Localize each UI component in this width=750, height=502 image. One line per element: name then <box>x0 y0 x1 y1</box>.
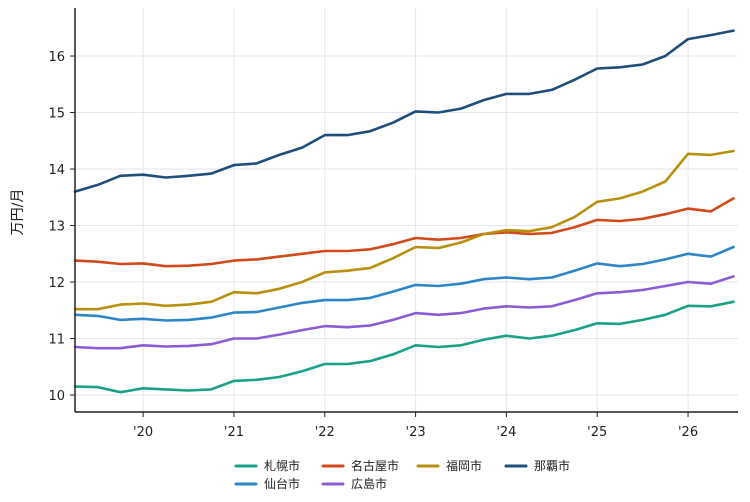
y-tick-label-4: 14 <box>48 163 65 178</box>
legend-label-5: 広島市 <box>351 476 387 491</box>
legend-label-0: 札幌市 <box>264 458 300 473</box>
grid <box>75 8 738 412</box>
y-tick-label-5: 15 <box>48 107 65 122</box>
series-line-2 <box>73 197 735 268</box>
x-tick-label-3: '23 <box>406 425 426 440</box>
x-tick-label-4: '24 <box>496 425 516 440</box>
x-axis-ticks: '20 '21 '22 '23 '24 '25 '26 <box>133 412 698 440</box>
x-tick-label-1: '21 <box>224 425 244 440</box>
x-tick-label-0: '20 <box>133 425 153 440</box>
y-axis-ticks: 10 11 12 13 14 15 16 <box>48 50 75 404</box>
y-tick-label-1: 11 <box>48 333 65 348</box>
series-line-5 <box>73 29 735 193</box>
series-line-1 <box>73 245 735 322</box>
series-line-4 <box>73 149 735 311</box>
legend-label-1: 名古屋市 <box>351 458 399 473</box>
x-tick-label-6: '26 <box>678 425 698 440</box>
legend-label-3: 那覇市 <box>534 458 570 473</box>
series-lines <box>73 29 735 394</box>
y-tick-label-2: 12 <box>48 276 65 291</box>
x-tick-label-2: '22 <box>315 425 335 440</box>
series-line-0 <box>73 300 735 394</box>
legend-label-4: 仙台市 <box>264 476 300 491</box>
legend-label-2: 福岡市 <box>446 458 482 473</box>
y-axis-title: 万円/月 <box>10 189 26 236</box>
y-tick-label-6: 16 <box>48 50 65 65</box>
y-tick-label-0: 10 <box>48 389 65 404</box>
x-tick-label-5: '25 <box>587 425 607 440</box>
y-tick-label-3: 13 <box>48 220 65 235</box>
axes <box>74 8 738 413</box>
series-line-3 <box>73 275 735 350</box>
